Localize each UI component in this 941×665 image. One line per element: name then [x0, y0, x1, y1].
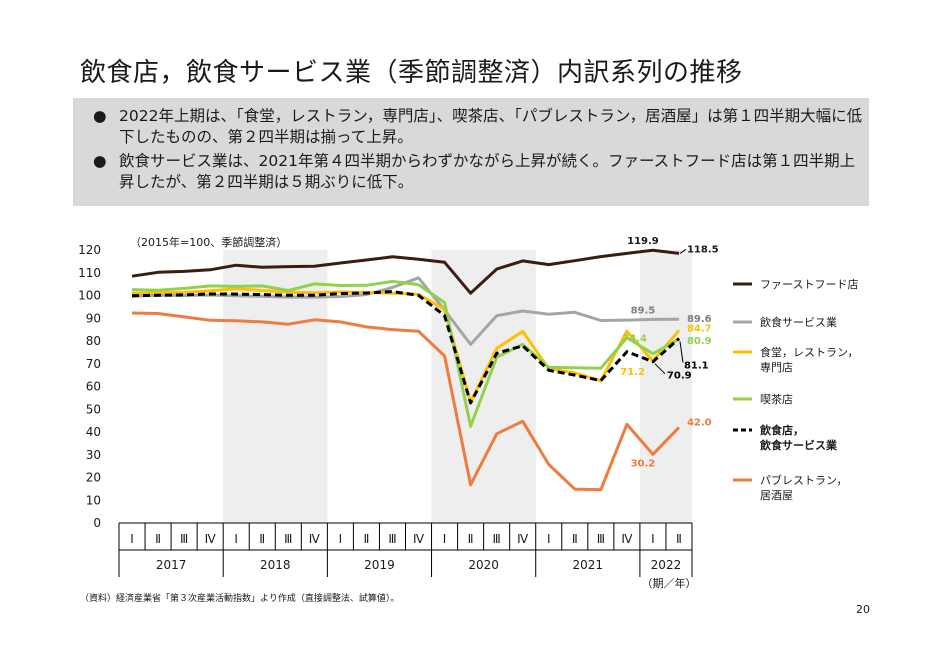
year-band [639, 250, 692, 523]
x-tick-label: Ⅰ [339, 532, 343, 546]
year-band [431, 250, 536, 523]
year-label: 2017 [156, 558, 187, 572]
data-label: 89.6 [687, 314, 712, 325]
data-label: 84.7 [687, 323, 712, 334]
y-tick-label: 0 [93, 516, 101, 530]
x-tick-label: Ⅱ [468, 532, 474, 546]
x-tick-label: Ⅰ [547, 532, 551, 546]
data-label: 118.5 [687, 244, 719, 255]
series-line-0 [131, 248, 680, 295]
y-tick-label: 40 [86, 425, 101, 439]
data-label: 30.2 [631, 458, 656, 469]
legend-label: 居酒屋 [760, 489, 793, 502]
bullet-mark: ● [93, 152, 107, 170]
y-tick-label: 110 [78, 266, 101, 280]
chart-note: （2015年=100、季節調整済） [130, 235, 287, 249]
leader-line [679, 341, 684, 363]
x-tick-label: Ⅰ [234, 532, 238, 546]
data-label: 81.1 [684, 360, 709, 371]
y-tick-label: 60 [86, 380, 101, 394]
y-tick-label: 120 [78, 243, 101, 257]
bullet-text: 飲食サービス業は、2021年第４四半期からわずかながら上昇が続く。ファーストフー… [119, 152, 856, 191]
source-note: （資料）経済産業省「第３次産業活動指数」より作成（直接調整法、試算値）。 [80, 594, 400, 604]
y-tick-label: 70 [86, 357, 101, 371]
x-unit-label: （期／年） [642, 576, 697, 590]
series-line-5 [131, 311, 681, 492]
year-label: 2019 [364, 558, 395, 572]
data-label: 70.9 [667, 371, 692, 382]
x-tick-label: Ⅲ [597, 532, 605, 546]
year-label: 2020 [468, 558, 499, 572]
x-tick-label: Ⅳ [517, 532, 528, 546]
year-label: 2018 [260, 558, 291, 572]
bullet-text: 2022年上期は、「食堂，レストラン，専門店」、喫茶店、「パブレストラン，居酒屋… [119, 107, 863, 146]
x-tick-label: Ⅱ [676, 532, 682, 546]
leader-line [679, 248, 687, 254]
x-tick-label: Ⅰ [443, 532, 447, 546]
legend-label: 飲食サービス業 [759, 438, 838, 452]
y-tick-label: 30 [86, 448, 101, 462]
x-tick-label: Ⅳ [621, 532, 632, 546]
legend-label: 専門店 [760, 360, 793, 374]
x-tick-label: Ⅱ [259, 532, 265, 546]
data-label: 89.5 [631, 305, 656, 316]
y-tick-label: 90 [86, 311, 101, 325]
y-tick-label: 100 [78, 289, 101, 303]
page-number: 20 [856, 603, 870, 616]
x-tick-label: Ⅲ [493, 532, 501, 546]
summary-box: ● 2022年上期は、「食堂，レストラン，専門店」、喫茶店、「パブレストラン，居… [73, 98, 869, 206]
year-label: 2022 [651, 558, 682, 572]
data-label: 42.0 [687, 417, 712, 428]
x-tick-label: Ⅰ [130, 532, 134, 546]
data-label: 80.9 [687, 336, 712, 347]
y-tick-label: 80 [86, 334, 101, 348]
x-tick-label: Ⅲ [284, 532, 292, 546]
x-tick-label: Ⅰ [651, 532, 655, 546]
data-label: 119.9 [627, 236, 659, 247]
leader-line [654, 363, 666, 375]
x-tick-label: Ⅲ [180, 532, 188, 546]
legend-label: 食堂，レストラン， [760, 345, 858, 359]
bullet-mark: ● [93, 107, 107, 125]
series-line-2 [131, 287, 681, 404]
line-chart: （2015年=100、季節調整済） 0 10 20 30 40 50 60 70 80 90 100 1… [78, 235, 858, 590]
legend-label: ファーストフード店 [760, 277, 858, 291]
year-label: 2021 [573, 558, 604, 572]
x-tick-label: Ⅱ [155, 532, 161, 546]
y-tick-label: 20 [86, 471, 101, 485]
page-title: 飲食店，飲食サービス業（季節調整済）内訳系列の推移 [80, 58, 743, 88]
x-tick-label: Ⅱ [363, 532, 369, 546]
series-line-3 [131, 279, 680, 428]
x-tick-label: Ⅳ [309, 532, 320, 546]
y-tick-label: 10 [86, 493, 101, 507]
legend-label: 飲食店， [759, 423, 804, 437]
y-tick-label: 50 [86, 402, 101, 416]
legend-label: 飲食サービス業 [760, 315, 837, 329]
series-line-4 [131, 290, 680, 405]
x-tick-label: Ⅳ [413, 532, 424, 546]
data-label: 71.2 [620, 367, 645, 378]
x-tick-label: Ⅱ [572, 532, 578, 546]
data-label: 74.4 [622, 334, 647, 345]
x-tick-label: Ⅳ [205, 532, 216, 546]
legend-label: 喫茶店 [760, 392, 793, 406]
series-line-1 [131, 276, 680, 346]
legend-label: パブレストラン， [760, 473, 847, 487]
x-tick-label: Ⅲ [388, 532, 396, 546]
